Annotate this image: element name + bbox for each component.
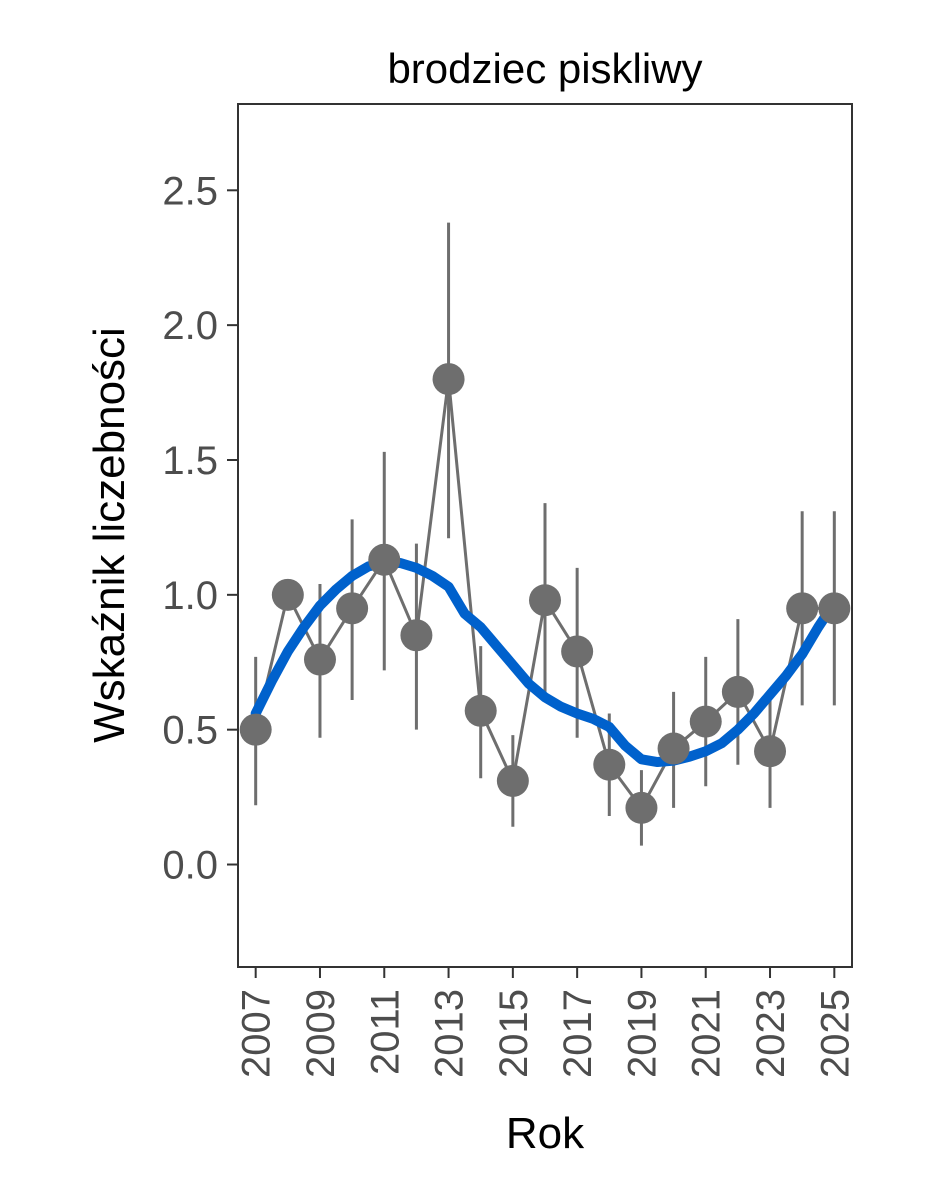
data-point bbox=[657, 732, 690, 765]
y-axis-title: Wskaźnik liczebności bbox=[85, 327, 134, 743]
chart-title: brodziec piskliwy bbox=[387, 45, 702, 92]
data-point bbox=[754, 735, 787, 768]
data-point bbox=[271, 578, 304, 611]
data-point bbox=[432, 363, 465, 396]
y-axis: 0.0 0.5 1.0 1.5 2.0 2.5 bbox=[162, 169, 238, 888]
data-point bbox=[529, 584, 561, 617]
data-point bbox=[689, 705, 722, 738]
y-tick-label: 2.5 bbox=[162, 169, 218, 213]
x-axis: 2007 2009 2011 2013 2015 2017 2019 2021 2023 2025 bbox=[235, 967, 857, 1078]
x-tick-label: 2019 bbox=[620, 989, 664, 1078]
x-tick-label: 2013 bbox=[428, 989, 472, 1078]
x-axis-title: Rok bbox=[506, 1109, 585, 1158]
x-tick-label: 2011 bbox=[363, 989, 407, 1075]
y-tick-label: 2.0 bbox=[162, 304, 218, 348]
trend-series-line bbox=[250, 557, 840, 768]
x-tick-label: 2009 bbox=[299, 989, 343, 1078]
x-tick-label: 2021 bbox=[685, 989, 729, 1078]
x-tick-label: 2007 bbox=[235, 989, 279, 1078]
data-point bbox=[464, 694, 497, 727]
data-point bbox=[400, 619, 433, 652]
data-point bbox=[625, 791, 658, 824]
x-tick-label: 2025 bbox=[813, 989, 857, 1078]
y-tick-label: 0.5 bbox=[162, 709, 218, 753]
x-tick-label: 2017 bbox=[556, 989, 600, 1078]
data-point bbox=[239, 713, 272, 746]
trend-line bbox=[250, 557, 840, 768]
data-points bbox=[239, 363, 851, 824]
x-tick-label: 2015 bbox=[492, 989, 536, 1078]
data-point bbox=[818, 592, 851, 625]
data-point bbox=[496, 764, 529, 797]
data-point bbox=[303, 643, 336, 676]
y-tick-label: 1.5 bbox=[162, 439, 218, 483]
data-point bbox=[368, 543, 401, 576]
data-point bbox=[561, 635, 594, 668]
data-point bbox=[593, 748, 626, 781]
data-point bbox=[336, 592, 369, 625]
data-point bbox=[721, 675, 754, 708]
x-tick-label: 2023 bbox=[749, 989, 793, 1078]
data-point bbox=[786, 592, 819, 625]
y-tick-label: 1.0 bbox=[162, 574, 218, 618]
y-tick-label: 0.0 bbox=[162, 844, 218, 888]
